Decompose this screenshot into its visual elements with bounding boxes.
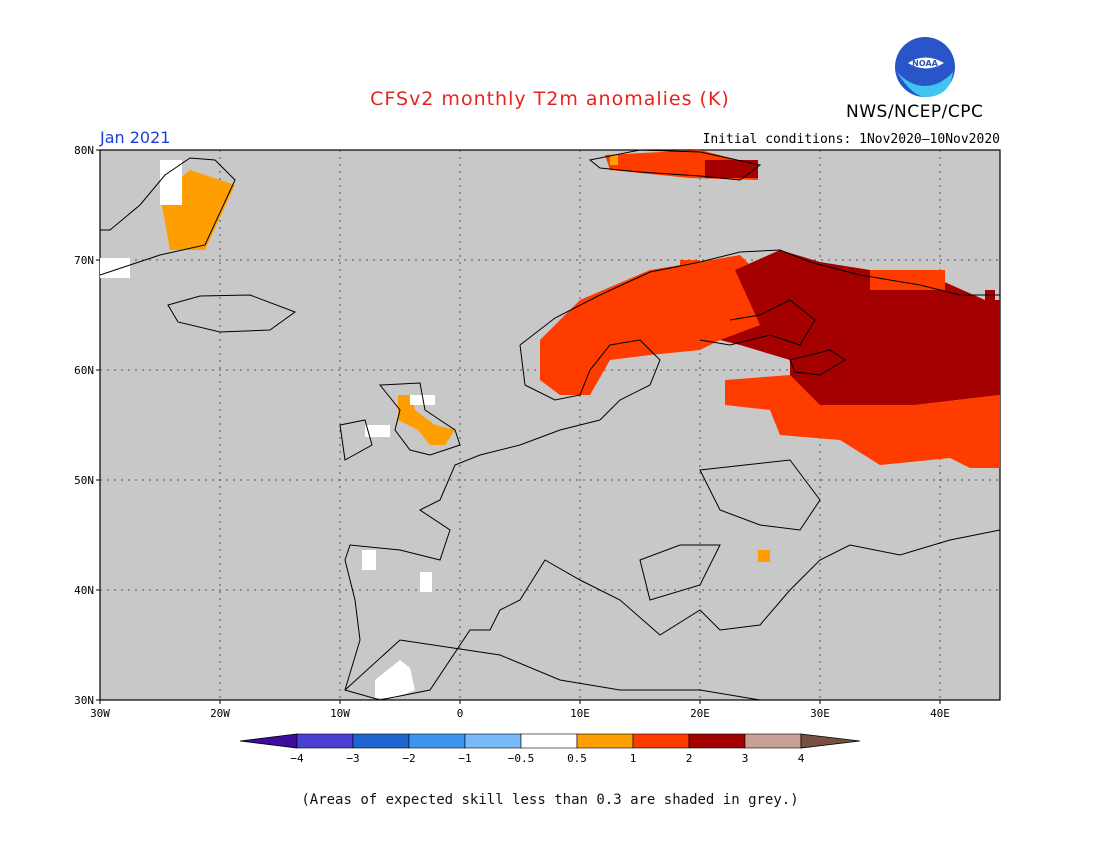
footnote: (Areas of expected skill less than 0.3 a… xyxy=(301,792,799,808)
legend-tick-label: −1 xyxy=(458,752,471,765)
lat-label: 70N xyxy=(74,254,94,267)
anomaly-shading xyxy=(100,150,1000,698)
lon-label: 0 xyxy=(457,707,464,720)
legend-swatch xyxy=(296,733,354,749)
lon-label: 10W xyxy=(330,707,350,720)
legend-tick-label: 0.5 xyxy=(567,752,587,765)
lon-label: 40E xyxy=(930,707,950,720)
color-legend: −4 −3 −2 −1 −0.5 0.5 1 2 3 4 xyxy=(239,733,861,765)
legend-swatch xyxy=(576,733,634,749)
initial-conditions: Initial conditions: 1Nov2020–10Nov2020 xyxy=(702,132,1000,147)
forecast-period: Jan 2021 xyxy=(100,128,171,147)
noaa-logo-icon: NOAA xyxy=(895,37,955,97)
lat-label: 30N xyxy=(74,694,94,707)
legend-tick-label: 1 xyxy=(630,752,637,765)
latitude-labels: 80N 70N 60N 50N 40N 30N xyxy=(74,144,100,707)
lon-label: 10E xyxy=(570,707,590,720)
legend-swatch xyxy=(464,733,522,749)
lon-label: 30W xyxy=(90,707,110,720)
legend-swatch xyxy=(688,733,746,749)
coastlines xyxy=(99,149,1001,701)
legend-tick-label: 4 xyxy=(798,752,805,765)
lon-label: 20E xyxy=(690,707,710,720)
legend-swatch xyxy=(408,733,466,749)
longitude-labels: 30W 20W 10W 0 10E 20E 30E 40E xyxy=(90,700,950,720)
lat-label: 80N xyxy=(74,144,94,157)
legend-arrow-low xyxy=(239,733,298,749)
legend-tick-label: −0.5 xyxy=(508,752,535,765)
legend-tick-label: −3 xyxy=(346,752,359,765)
legend-tick-label: 3 xyxy=(742,752,749,765)
lat-label: 60N xyxy=(74,364,94,377)
legend-tick-label: −2 xyxy=(402,752,415,765)
lon-label: 30E xyxy=(810,707,830,720)
legend-arrow-high xyxy=(800,733,861,749)
legend-tick-label: 2 xyxy=(686,752,693,765)
legend-tick-label: −4 xyxy=(290,752,304,765)
organization-label: NWS/NCEP/CPC xyxy=(846,102,984,122)
legend-swatch xyxy=(352,733,410,749)
chart-title: CFSv2 monthly T2m anomalies (K) xyxy=(370,88,730,110)
legend-swatch xyxy=(744,733,802,749)
lon-label: 20W xyxy=(210,707,230,720)
lat-label: 50N xyxy=(74,474,94,487)
lat-label: 40N xyxy=(74,584,94,597)
legend-swatch xyxy=(520,733,578,749)
logo-text: NOAA xyxy=(912,59,938,68)
legend-swatch xyxy=(632,733,690,749)
